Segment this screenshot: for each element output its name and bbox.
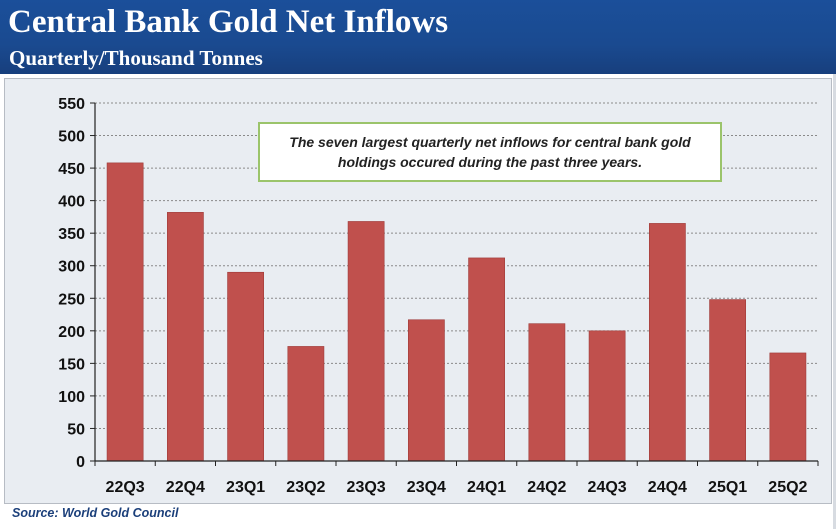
y-tick-label: 500 (58, 129, 85, 146)
bar-23Q2 (287, 346, 325, 462)
bar-24Q4 (648, 223, 686, 462)
y-tick-label: 450 (58, 161, 85, 178)
x-tick-label: 24Q4 (648, 479, 687, 496)
bar-23Q3 (347, 221, 385, 462)
bar-25Q1 (709, 299, 746, 462)
y-tick-label: 300 (58, 259, 85, 276)
x-tick-label: 25Q2 (768, 479, 807, 496)
chart-header: Central Bank Gold Net Inflows Quarterly/… (0, 0, 836, 74)
y-tick-label: 550 (58, 96, 85, 113)
bar-22Q4 (167, 212, 204, 462)
x-tick-label: 22Q3 (106, 479, 145, 496)
bar-24Q1 (468, 257, 505, 462)
y-tick-label: 0 (76, 454, 85, 471)
x-tick-label: 23Q1 (226, 479, 265, 496)
bar-25Q2 (769, 352, 807, 462)
source-note: Source: World Gold Council (12, 506, 179, 520)
annotation-line-2: holdings occured during the past three y… (337, 154, 643, 170)
x-tick-label: 23Q4 (407, 479, 446, 496)
bar-24Q2 (528, 323, 566, 462)
chart-subtitle: Quarterly/Thousand Tonnes (9, 46, 263, 70)
y-tick-label: 50 (67, 421, 85, 438)
y-tick-label: 250 (58, 291, 85, 308)
x-tick-label: 23Q3 (347, 479, 386, 496)
bar-24Q3 (588, 330, 626, 462)
y-tick-label: 350 (58, 226, 85, 243)
x-tick-label: 22Q4 (166, 479, 205, 496)
y-tick-label: 150 (58, 356, 85, 373)
x-tick-label: 25Q1 (708, 479, 747, 496)
bar-22Q3 (106, 162, 144, 462)
x-tick-label: 23Q2 (286, 479, 325, 496)
y-tick-label: 400 (58, 194, 85, 211)
bar-23Q4 (407, 319, 445, 462)
x-tick-label: 24Q1 (467, 479, 506, 496)
chart-title: Central Bank Gold Net Inflows (8, 4, 449, 40)
x-tick-label: 24Q3 (588, 479, 627, 496)
frame-edge (833, 74, 836, 529)
y-tick-label: 200 (58, 324, 85, 341)
annotation-box: The seven largest quarterly net inflows … (258, 122, 722, 182)
x-tick-label: 24Q2 (527, 479, 566, 496)
bar-23Q1 (227, 271, 265, 462)
y-tick-label: 100 (58, 389, 85, 406)
annotation-line-1: The seven largest quarterly net inflows … (289, 134, 691, 150)
